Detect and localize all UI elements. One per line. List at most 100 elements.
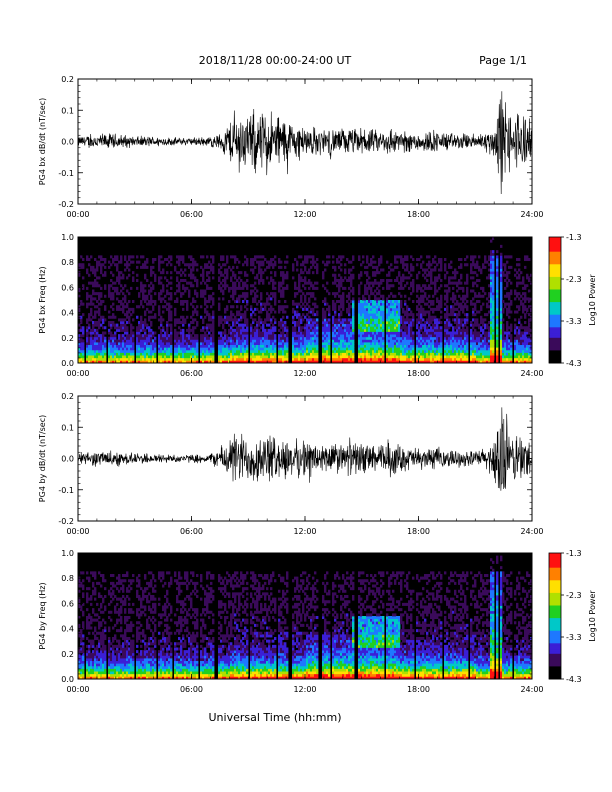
colorbar-label: Log10 Power xyxy=(588,274,597,326)
colorbar-segment xyxy=(549,555,561,558)
colorbar-segment xyxy=(549,274,561,278)
x-tick-label: 06:00 xyxy=(180,369,203,378)
colorbar-segment xyxy=(549,270,561,274)
colorbar-segment xyxy=(549,628,561,632)
panel-4: -1.3 -2.3 -3.3 -4.3 Log10 Power 1.0 0.8 0.6 0.4 0… xyxy=(38,549,597,694)
x-tick-label: 24:00 xyxy=(520,527,543,536)
colorbar-tick-label: -1.3 xyxy=(566,549,582,558)
colorbar-segment xyxy=(549,268,561,272)
colorbar-segment xyxy=(549,285,561,288)
colorbar-segment xyxy=(549,582,561,585)
colorbar-segment xyxy=(549,576,561,579)
colorbar-segment xyxy=(549,645,561,648)
colorbar-segment xyxy=(549,595,561,598)
y-tick-label: 0.1 xyxy=(61,423,74,432)
colorbar-segment xyxy=(549,350,561,353)
colorbar: -1.3 -2.3 -3.3 -4.3 Log10 Power xyxy=(548,233,597,368)
colorbar-segment xyxy=(549,664,561,667)
colorbar-segment xyxy=(549,569,561,573)
y-tick-label: -0.2 xyxy=(58,517,74,526)
colorbar-segment xyxy=(549,607,561,611)
colorbar-segment xyxy=(549,291,561,295)
colorbar-segment xyxy=(549,283,561,286)
x-tick-label: 00:00 xyxy=(66,685,89,694)
colorbar-segment xyxy=(549,348,561,351)
colorbar-segment xyxy=(549,676,561,680)
colorbar-segment xyxy=(549,255,561,259)
y-tick-label: 0.8 xyxy=(61,574,74,583)
colorbar-segment xyxy=(549,622,561,625)
colorbar-segment xyxy=(549,325,561,328)
colorbar-segment xyxy=(549,337,561,341)
panel-3: 0.2 0.1 0.0 -0.1 -0.200:00 06:00 12:00 18:00 24:… xyxy=(38,392,544,536)
colorbar-segment xyxy=(549,649,561,653)
y-tick-label: 0.2 xyxy=(61,392,74,401)
colorbar-segment xyxy=(549,643,561,646)
y-axis-label: PG4 bx Freq (Hz) xyxy=(38,266,47,333)
colorbar-segment xyxy=(549,276,561,280)
colorbar-segment xyxy=(549,245,561,248)
colorbar-segment xyxy=(549,329,561,332)
x-tick-label: 24:00 xyxy=(520,685,543,694)
colorbar-segment xyxy=(549,308,561,311)
colorbar-segment xyxy=(549,567,561,571)
colorbar-segment xyxy=(549,580,561,583)
colorbar-tick-label: -4.3 xyxy=(566,359,582,368)
colorbar-segment xyxy=(549,342,561,345)
colorbar-segment xyxy=(549,279,561,282)
colorbar-segment xyxy=(549,668,561,672)
colorbar-segment xyxy=(549,637,561,640)
colorbar-segment xyxy=(549,571,561,575)
y-axis-label: PG4 by dB/dt (nT/sec) xyxy=(38,415,47,502)
colorbar-segment xyxy=(549,264,561,267)
colorbar-segment xyxy=(549,609,561,613)
colorbar-segment xyxy=(549,618,561,621)
y-axis-label: PG4 by Freq (Hz) xyxy=(38,582,47,649)
colorbar-segment xyxy=(549,333,561,337)
y-axis-label: PG4 bx dB/dt (nT/sec) xyxy=(38,98,47,185)
y-tick-label: 0.2 xyxy=(61,650,74,659)
colorbar-segment xyxy=(549,260,561,263)
panels: 0.20.10.0-0.1-0.200:00 06:00 12:00 18:00 24:… xyxy=(38,75,597,694)
y-tick-label: -0.2 xyxy=(58,200,74,209)
colorbar-segment xyxy=(549,312,561,316)
colorbar-segment xyxy=(549,321,561,324)
x-tick-label: 18:00 xyxy=(407,527,430,536)
colorbar-segment xyxy=(549,281,561,284)
colorbar-segment xyxy=(549,327,561,330)
y-tick-label: 1.0 xyxy=(61,549,74,558)
colorbar-segment xyxy=(549,601,561,604)
colorbar-segment xyxy=(549,561,561,564)
colorbar-segment xyxy=(549,331,561,335)
colorbar-segment xyxy=(549,588,561,592)
colorbar-segment xyxy=(549,647,561,651)
colorbar-tick-label: -2.3 xyxy=(566,275,582,284)
colorbar-segment xyxy=(549,316,561,320)
colorbar-segment xyxy=(549,653,561,657)
figure-title: 2018/11/28 00:00-24:00 UT xyxy=(199,54,352,67)
colorbar-segment xyxy=(549,314,561,318)
y-tick-label: 0.4 xyxy=(61,625,74,634)
colorbar-segment xyxy=(549,297,561,301)
x-tick-label: 00:00 xyxy=(66,210,89,219)
colorbar-segment xyxy=(549,590,561,594)
y-tick-label: 0.0 xyxy=(61,455,74,464)
colorbar-segment xyxy=(549,632,561,636)
colorbar-segment xyxy=(549,253,561,257)
colorbar-label: Log10 Power xyxy=(588,590,597,642)
colorbar-segment xyxy=(549,237,561,240)
waveform-trace xyxy=(77,91,533,194)
x-tick-label: 12:00 xyxy=(293,369,316,378)
y-tick-label: 0.1 xyxy=(61,106,74,115)
colorbar-segment xyxy=(549,258,561,261)
x-tick-label: 18:00 xyxy=(407,685,430,694)
colorbar-segment xyxy=(549,293,561,297)
colorbar-segment xyxy=(549,262,561,265)
colorbar-segment xyxy=(549,634,561,638)
colorbar-segment xyxy=(549,239,561,242)
colorbar-segment xyxy=(549,616,561,619)
colorbar-segment xyxy=(549,247,561,251)
colorbar-tick-label: -4.3 xyxy=(566,675,582,684)
colorbar-tick-label: -1.3 xyxy=(566,233,582,242)
